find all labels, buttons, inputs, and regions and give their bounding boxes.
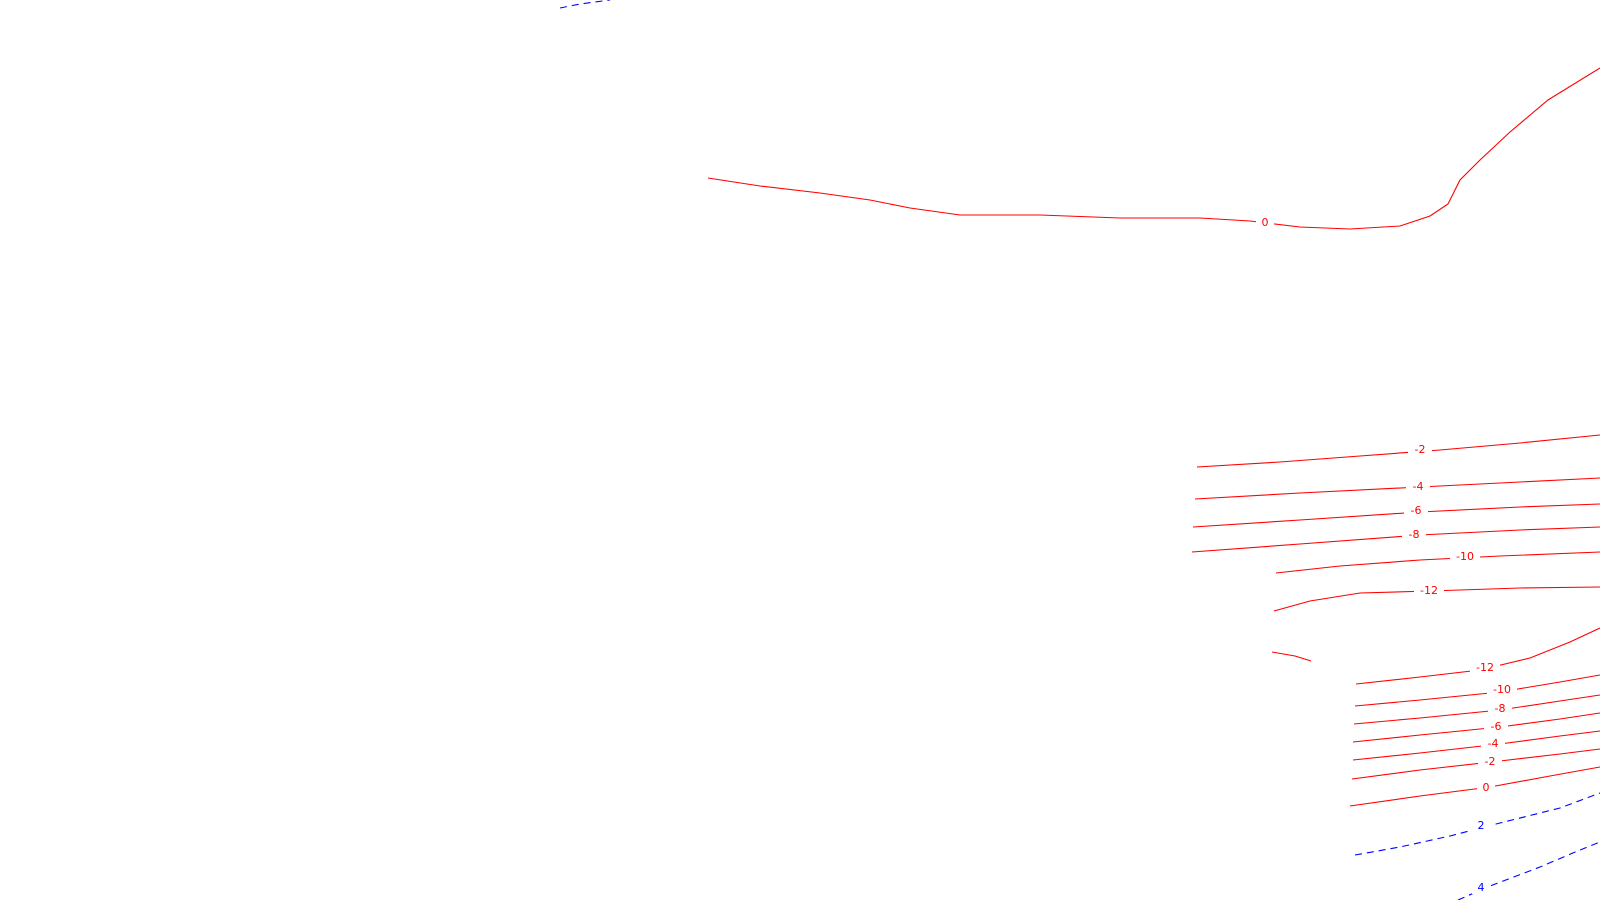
contour-label-low-0: 0 [1483, 781, 1490, 794]
contour-line-mid-neg6 [1192, 503, 1600, 528]
contour-label-mid-neg6: -6 [1411, 504, 1422, 517]
contour-label-low-neg4: -4 [1488, 737, 1499, 750]
contour-label-low-neg10: -10 [1493, 683, 1511, 696]
contour-label-low-neg12: -12 [1476, 661, 1494, 674]
contour-label-mid-neg10: -10 [1456, 550, 1474, 563]
contour-line-mid-neg8 [1191, 526, 1600, 553]
contour-line-low-0 [1349, 766, 1600, 807]
contour-line-low-neg4 [1352, 730, 1600, 761]
contour-label-low-blue-4: 4 [1478, 881, 1485, 894]
contour-line-mid-neg12 [1273, 586, 1600, 612]
contour-line-top-blue [559, 0, 611, 9]
contour-line-mid-neg10 [1275, 551, 1600, 574]
contour-line-upper-0 [707, 67, 1600, 230]
contour-line-low-neg12 [1355, 627, 1600, 685]
contour-label-mid-neg2: -2 [1415, 443, 1426, 456]
contour-line-mid-neg2 [1196, 434, 1600, 468]
contour-label-mid-neg4: -4 [1413, 480, 1424, 493]
contour-line-low-blue-4 [1457, 841, 1600, 900]
contour-line-stub [1271, 651, 1312, 662]
contour-line-low-neg6 [1352, 712, 1600, 743]
contour-line-low-neg8 [1353, 694, 1600, 725]
contour-label-low-neg2: -2 [1485, 755, 1496, 768]
contour-label-low-neg6: -6 [1491, 720, 1502, 733]
contour-label-low-blue-2: 2 [1478, 819, 1485, 832]
contour-label-low-neg8: -8 [1495, 702, 1506, 715]
contour-line-mid-neg4 [1194, 477, 1600, 500]
contour-line-low-neg2 [1351, 748, 1600, 780]
contour-label-mid-neg12: -12 [1420, 584, 1438, 597]
contour-label-upper-0: 0 [1262, 216, 1269, 229]
contour-label-mid-neg8: -8 [1409, 528, 1420, 541]
